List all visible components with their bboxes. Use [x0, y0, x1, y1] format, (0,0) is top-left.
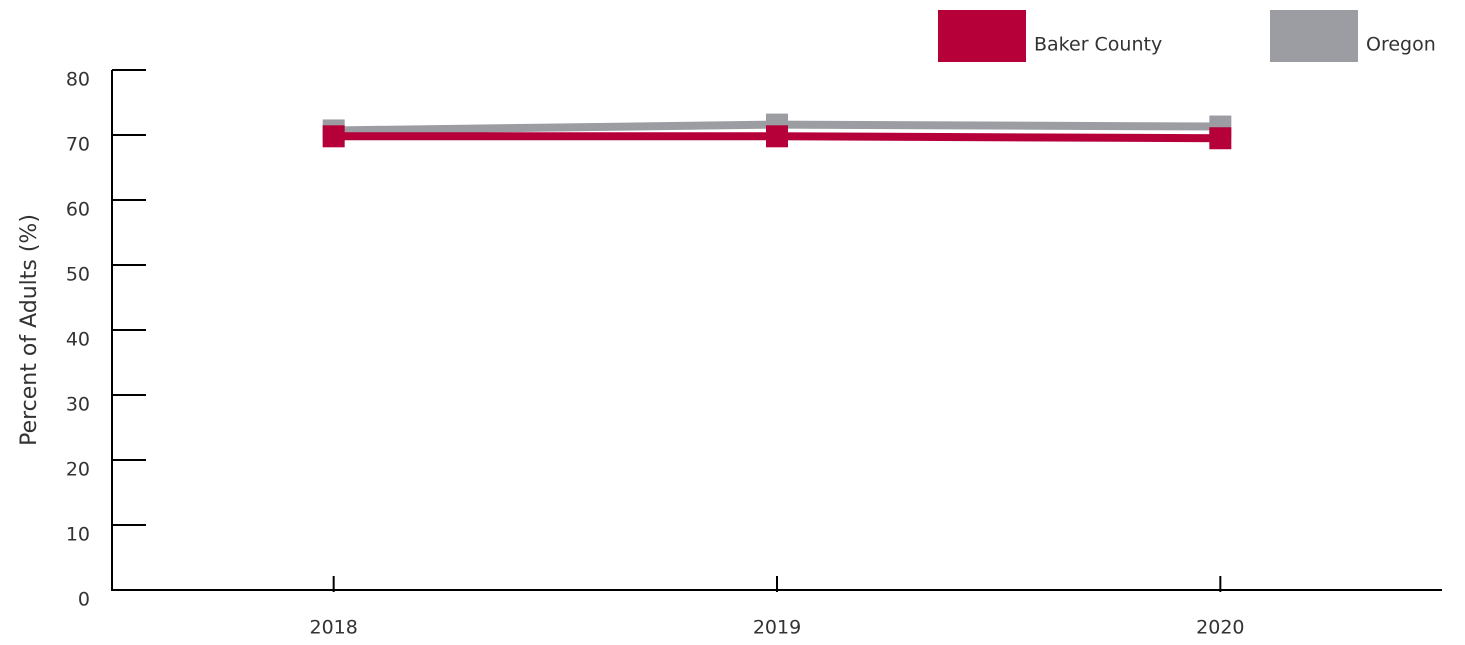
x-tick-label: 2019	[753, 617, 801, 639]
y-tick-label: 30	[66, 394, 90, 416]
y-tick-label: 70	[66, 134, 90, 156]
y-tick-label: 0	[78, 589, 90, 611]
point-marker	[766, 125, 788, 148]
x-tick-label: 2018	[309, 617, 357, 639]
y-tick-label: 20	[66, 459, 90, 481]
point-marker	[322, 125, 345, 148]
y-tick-label: 40	[66, 329, 90, 351]
y-tick-label: 80	[66, 69, 90, 91]
y-tick-label: 10	[66, 524, 90, 546]
legend-swatch	[1270, 10, 1358, 62]
x-tick-label: 2020	[1196, 617, 1244, 639]
legend-label: Oregon	[1366, 34, 1436, 56]
y-axis-label: Percent of Adults (%)	[17, 214, 42, 446]
y-tick-label: 50	[66, 264, 90, 286]
point-marker	[1209, 127, 1232, 150]
legend-swatch	[938, 10, 1026, 62]
legend-label: Baker County	[1034, 34, 1162, 56]
y-tick-label: 60	[66, 199, 90, 221]
